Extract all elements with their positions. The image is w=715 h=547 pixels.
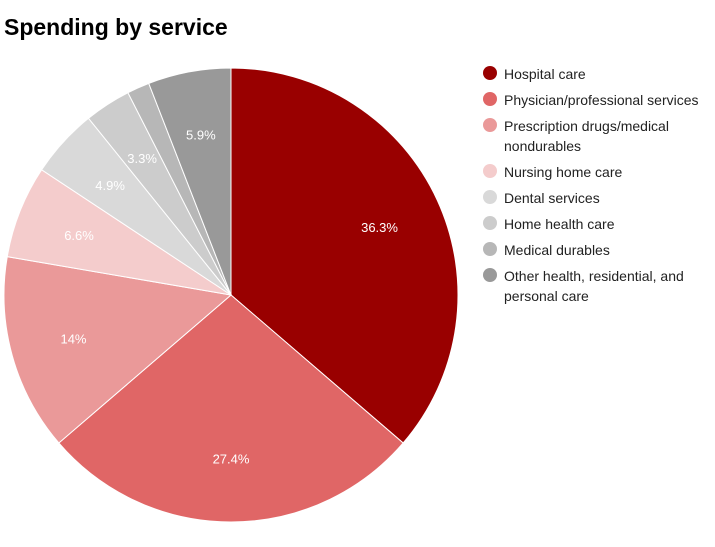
chart-title: Spending by service — [4, 14, 228, 40]
legend-item[interactable]: Prescription drugs/medical nondurables — [483, 116, 711, 156]
legend-item[interactable]: Hospital care — [483, 64, 711, 84]
legend-marker-icon — [483, 66, 497, 80]
legend-item[interactable]: Physician/professional services — [483, 90, 711, 110]
legend-label: Nursing home care — [504, 164, 623, 180]
pie-slice[interactable] — [148, 67, 232, 296]
slice-data-label: 3.3% — [127, 151, 157, 166]
legend-marker-icon — [483, 118, 497, 132]
legend-label: Physician/professional services — [504, 92, 699, 108]
slice-data-label: 6.6% — [64, 228, 94, 243]
slice-data-label: 14% — [60, 332, 86, 347]
slice-data-label: 27.4% — [213, 451, 250, 466]
legend-marker-icon — [483, 92, 497, 106]
slice-data-label: 36.3% — [361, 220, 398, 235]
legend-label: Medical durables — [504, 242, 610, 258]
legend-item[interactable]: Home health care — [483, 214, 711, 234]
slice-data-label: 5.9% — [186, 127, 216, 142]
legend-label: Hospital care — [504, 66, 586, 82]
chart-legend: Hospital care Physician/professional serv… — [483, 64, 711, 312]
pie-slice[interactable] — [58, 294, 404, 523]
legend-item[interactable]: Other health, residential, and personal … — [483, 266, 711, 306]
legend-item[interactable]: Dental services — [483, 188, 711, 208]
legend-marker-icon — [483, 190, 497, 204]
legend-label: Prescription drugs/medical nondurables — [504, 118, 669, 154]
legend-label: Home health care — [504, 216, 615, 232]
legend-item[interactable]: Nursing home care — [483, 162, 711, 182]
legend-marker-icon — [483, 242, 497, 256]
pie-slice[interactable] — [230, 67, 459, 444]
pie-chart: 36.3% 27.4% 14% 6.6% 4.9%3.3% 5.9% — [3, 67, 459, 523]
legend-label: Dental services — [504, 190, 600, 206]
legend-marker-icon — [483, 216, 497, 230]
legend-marker-icon — [483, 164, 497, 178]
pie-slice[interactable] — [3, 256, 233, 444]
legend-marker-icon — [483, 268, 497, 282]
legend-item[interactable]: Medical durables — [483, 240, 711, 260]
legend-label: Other health, residential, and personal … — [504, 268, 684, 304]
slice-data-label: 4.9% — [95, 178, 125, 193]
